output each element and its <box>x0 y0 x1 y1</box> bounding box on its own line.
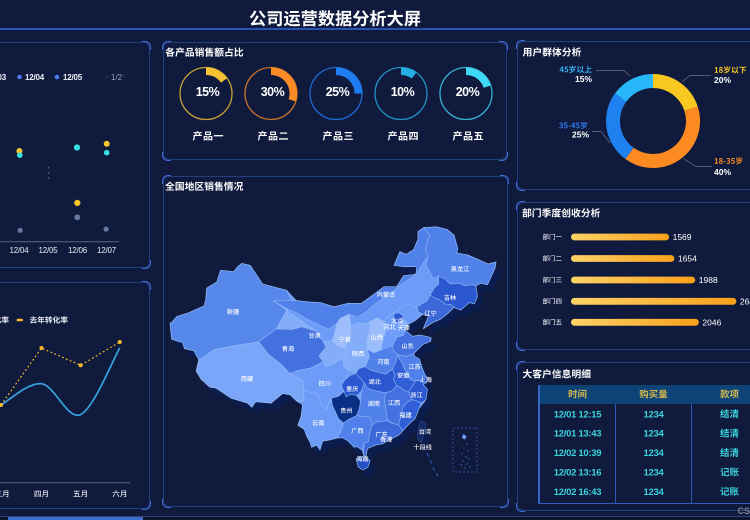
svg-text:12/04: 12/04 <box>25 73 45 82</box>
svg-text:1234: 1234 <box>644 487 665 498</box>
svg-text:20%: 20% <box>714 75 731 85</box>
svg-text:25%: 25% <box>326 85 350 99</box>
svg-text:15%: 15% <box>575 74 592 84</box>
svg-text:1654: 1654 <box>678 254 697 264</box>
svg-text:1234: 1234 <box>644 448 665 459</box>
svg-text:12/04: 12/04 <box>9 246 29 255</box>
svg-text:1234: 1234 <box>644 468 665 479</box>
svg-text:1/2: 1/2 <box>111 73 123 82</box>
svg-text:12/03: 12/03 <box>0 73 7 82</box>
svg-text:30%: 30% <box>261 85 285 99</box>
svg-text:12/02 16:43: 12/02 16:43 <box>554 487 601 498</box>
svg-text:12/01 12:15: 12/01 12:15 <box>554 409 602 420</box>
svg-text:2046: 2046 <box>702 318 721 328</box>
svg-text:12/02 10:39: 12/02 10:39 <box>554 448 601 459</box>
svg-text:25%: 25% <box>572 130 589 140</box>
svg-text:15%: 15% <box>196 85 220 99</box>
svg-text:1569: 1569 <box>673 232 692 242</box>
svg-text:1234: 1234 <box>644 409 665 420</box>
svg-text:12/01 13:43: 12/01 13:43 <box>554 429 601 440</box>
svg-text:1988: 1988 <box>699 275 718 285</box>
svg-text:12/07: 12/07 <box>97 246 117 255</box>
svg-text:12/05: 12/05 <box>63 73 83 82</box>
svg-text:1234: 1234 <box>644 429 665 440</box>
svg-text:12/05: 12/05 <box>38 246 58 255</box>
svg-text:12/02 13:16: 12/02 13:16 <box>554 468 601 479</box>
svg-text:20%: 20% <box>456 85 480 99</box>
svg-text:10%: 10% <box>391 85 415 99</box>
svg-text:40%: 40% <box>714 167 731 177</box>
svg-text:12/06: 12/06 <box>68 246 88 255</box>
svg-text:2646: 2646 <box>740 297 750 307</box>
